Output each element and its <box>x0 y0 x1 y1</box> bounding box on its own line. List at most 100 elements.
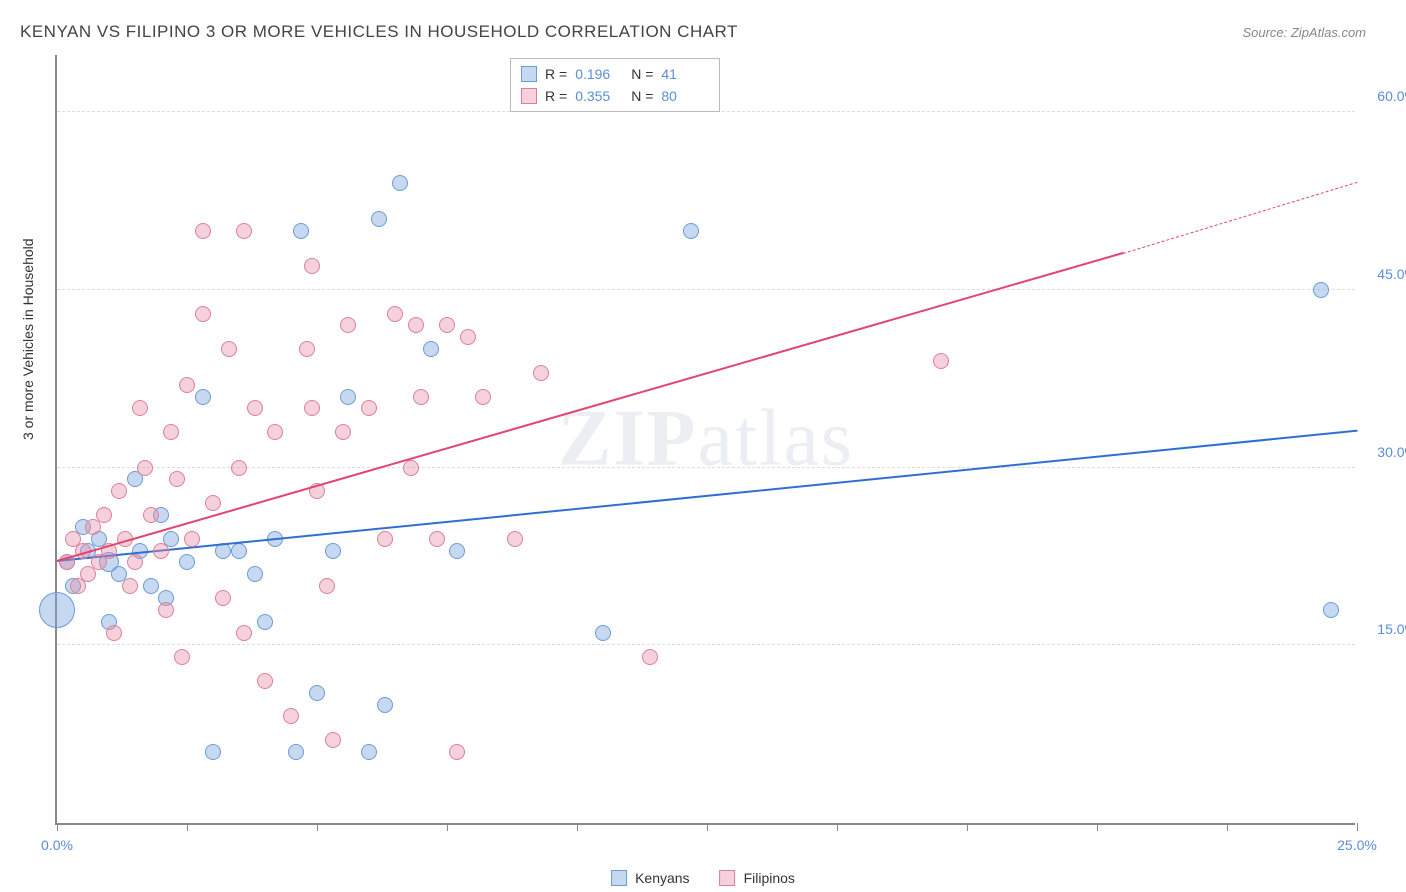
data-point <box>257 614 273 630</box>
data-point <box>371 211 387 227</box>
data-point <box>1313 282 1329 298</box>
y-tick-label: 60.0% <box>1377 88 1406 104</box>
y-tick-label: 30.0% <box>1377 444 1406 460</box>
data-point <box>247 566 263 582</box>
r-value: 0.355 <box>575 88 623 104</box>
data-point <box>231 460 247 476</box>
data-point <box>683 223 699 239</box>
data-point <box>1323 602 1339 618</box>
data-point <box>361 400 377 416</box>
r-label: R = <box>545 66 567 82</box>
stats-legend-box: R = 0.196 N = 41 R = 0.355 N = 80 <box>510 58 720 112</box>
legend-item-filipinos: Filipinos <box>720 870 795 886</box>
data-point <box>267 424 283 440</box>
data-point <box>408 317 424 333</box>
data-point <box>195 223 211 239</box>
data-point <box>377 697 393 713</box>
data-point <box>153 543 169 559</box>
data-point <box>533 365 549 381</box>
data-point <box>304 258 320 274</box>
data-point <box>475 389 491 405</box>
x-tick-label: 0.0% <box>41 837 73 853</box>
data-point <box>221 341 237 357</box>
data-point <box>413 389 429 405</box>
data-point <box>96 507 112 523</box>
bottom-legend: Kenyans Filipinos <box>611 870 795 886</box>
scatter-plot-area: ZIPatlas 15.0%30.0%45.0%60.0%0.0%25.0% <box>55 55 1355 825</box>
y-tick-label: 15.0% <box>1377 621 1406 637</box>
x-tick <box>187 823 188 831</box>
x-tick-label: 25.0% <box>1337 837 1377 853</box>
n-label: N = <box>631 66 653 82</box>
data-point <box>205 744 221 760</box>
data-point <box>293 223 309 239</box>
data-point <box>195 306 211 322</box>
x-tick <box>967 823 968 831</box>
swatch-icon <box>521 66 537 82</box>
x-tick <box>1227 823 1228 831</box>
x-tick <box>57 823 58 831</box>
trend-line <box>1123 182 1357 254</box>
data-point <box>325 543 341 559</box>
n-value: 41 <box>661 66 709 82</box>
data-point <box>460 329 476 345</box>
watermark: ZIPatlas <box>558 394 854 485</box>
data-point <box>39 592 75 628</box>
r-value: 0.196 <box>575 66 623 82</box>
data-point <box>340 317 356 333</box>
data-point <box>195 389 211 405</box>
legend-label: Kenyans <box>635 870 689 886</box>
n-label: N = <box>631 88 653 104</box>
data-point <box>143 507 159 523</box>
trend-line <box>57 252 1124 562</box>
y-tick-label: 45.0% <box>1377 266 1406 282</box>
data-point <box>642 649 658 665</box>
data-point <box>439 317 455 333</box>
gridline <box>57 467 1355 468</box>
data-point <box>143 578 159 594</box>
y-axis-label: 3 or more Vehicles in Household <box>20 238 36 440</box>
data-point <box>403 460 419 476</box>
data-point <box>236 625 252 641</box>
data-point <box>127 554 143 570</box>
data-point <box>179 377 195 393</box>
data-point <box>137 460 153 476</box>
legend-label: Filipinos <box>744 870 795 886</box>
data-point <box>158 602 174 618</box>
x-tick <box>577 823 578 831</box>
data-point <box>361 744 377 760</box>
data-point <box>174 649 190 665</box>
gridline <box>57 644 1355 645</box>
x-tick <box>317 823 318 831</box>
chart-title: KENYAN VS FILIPINO 3 OR MORE VEHICLES IN… <box>20 22 738 42</box>
data-point <box>319 578 335 594</box>
data-point <box>392 175 408 191</box>
data-point <box>169 471 185 487</box>
data-point <box>299 341 315 357</box>
stats-row-kenyans: R = 0.196 N = 41 <box>521 63 709 85</box>
swatch-icon <box>720 870 736 886</box>
data-point <box>595 625 611 641</box>
data-point <box>309 685 325 701</box>
source-attribution: Source: ZipAtlas.com <box>1242 25 1366 40</box>
data-point <box>283 708 299 724</box>
data-point <box>111 483 127 499</box>
data-point <box>288 744 304 760</box>
data-point <box>236 223 252 239</box>
swatch-icon <box>611 870 627 886</box>
swatch-icon <box>521 88 537 104</box>
data-point <box>106 625 122 641</box>
data-point <box>215 590 231 606</box>
data-point <box>163 424 179 440</box>
data-point <box>184 531 200 547</box>
data-point <box>179 554 195 570</box>
data-point <box>429 531 445 547</box>
data-point <box>122 578 138 594</box>
data-point <box>423 341 439 357</box>
data-point <box>231 543 247 559</box>
data-point <box>377 531 393 547</box>
n-value: 80 <box>661 88 709 104</box>
x-tick <box>837 823 838 831</box>
data-point <box>933 353 949 369</box>
data-point <box>387 306 403 322</box>
